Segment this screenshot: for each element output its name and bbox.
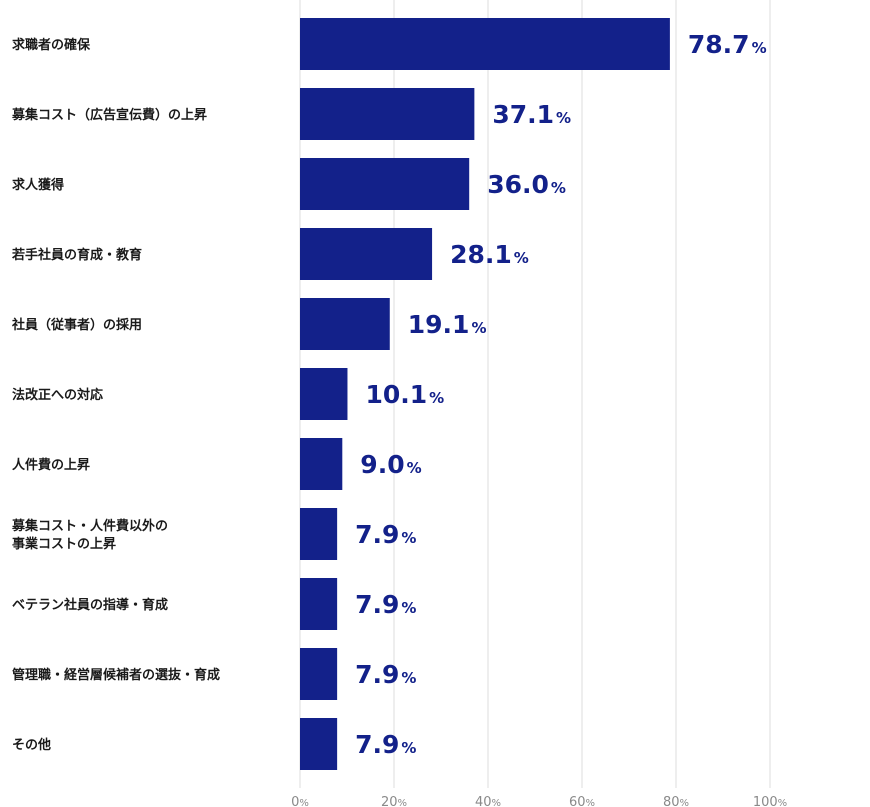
value-labels: 78.7 % 37.1 % 36.0 % 28.1 % 19.1 % 10.1 % 9.0 % 7.9 % 7.… [355, 30, 766, 759]
x-tick-label: 0% [291, 795, 309, 807]
bar [300, 508, 338, 560]
category-label: 募集コスト（広告宣伝費）の上昇 [11, 107, 207, 123]
data-label: 7.9% [355, 730, 416, 759]
category-label: 求職者の確保 [12, 37, 91, 53]
data-label: 7.9% [355, 660, 416, 689]
bar [300, 368, 348, 420]
category-label: 若手社員の育成・教育 [11, 247, 142, 263]
category-label: その他 [12, 737, 51, 753]
data-label: 36.0% [487, 170, 566, 199]
category-label: 法改正への対応 [12, 387, 103, 403]
bar [300, 18, 670, 70]
category-label: 求人獲得 [12, 177, 64, 193]
bar [300, 298, 390, 350]
bar [300, 88, 475, 140]
x-tick-label: 20% [381, 795, 407, 807]
category-label: 管理職・経営層候補者の選抜・育成 [12, 667, 220, 683]
bar [300, 718, 338, 770]
x-axis-ticks: 0% 20% 40% 60% 80% 100% [291, 795, 787, 807]
bar [300, 228, 433, 280]
category-labels: 求職者の確保募集コスト（広告宣伝費）の上昇求人獲得若手社員の育成・教育社員（従事… [11, 37, 220, 753]
bar [300, 158, 470, 210]
x-tick-label: 40% [475, 795, 501, 807]
data-label: 10.1% [365, 380, 444, 409]
data-label: 7.9% [355, 520, 416, 549]
bar [300, 578, 338, 630]
category-label: 社員（従事者）の採用 [11, 317, 142, 333]
x-tick-label: 80% [663, 795, 689, 807]
data-label: 78.7% [688, 30, 767, 59]
data-label: 28.1% [450, 240, 529, 269]
data-label: 19.1% [408, 310, 487, 339]
data-label: 9.0% [360, 450, 421, 479]
bars [300, 18, 670, 770]
category-label: ベテラン社員の指導・育成 [12, 597, 168, 613]
x-tick-label: 100% [753, 795, 787, 807]
bar [300, 438, 343, 490]
data-label: 37.1% [492, 100, 571, 129]
category-label: 募集コスト・人件費以外の事業コストの上昇 [11, 518, 168, 552]
x-tick-label: 60% [569, 795, 595, 807]
data-label: 7.9% [355, 590, 416, 619]
bar [300, 648, 338, 700]
category-label: 人件費の上昇 [12, 457, 90, 473]
